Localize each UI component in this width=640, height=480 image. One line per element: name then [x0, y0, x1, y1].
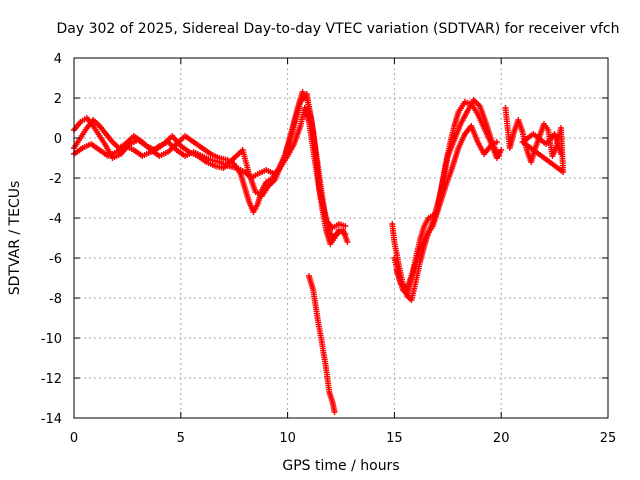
series-track-d: [305, 273, 338, 415]
x-tick-label: 20: [493, 431, 510, 446]
x-tick-label: 5: [177, 431, 185, 446]
series-track-c: [71, 91, 349, 231]
data-point: [496, 153, 503, 159]
x-tick-label: 15: [386, 431, 403, 446]
y-axis-label: SDTVAR / TECUs: [7, 181, 23, 296]
chart-title: Day 302 of 2025, Sidereal Day-to-day VTE…: [56, 21, 619, 37]
x-tick-label: 0: [70, 431, 78, 446]
y-tick-label: -4: [49, 212, 62, 227]
data-points-layer: [71, 89, 567, 415]
y-tick-label: -12: [41, 372, 62, 387]
data-point: [498, 147, 505, 153]
series-track-g: [393, 123, 500, 291]
x-axis-label: GPS time / hours: [282, 458, 399, 474]
series-track-b: [71, 105, 349, 247]
y-tick-label: -14: [41, 412, 62, 427]
y-tick-label: -8: [49, 292, 62, 307]
grid-layer: [74, 58, 608, 418]
y-tick-label: 0: [54, 132, 62, 147]
data-point: [342, 231, 349, 237]
y-tick-label: -10: [41, 332, 62, 347]
data-point: [558, 151, 565, 157]
axis-layer: 0 5 10 15 20 25 -14 -12 -10 -8 -6 -4 -2 0 2 4: [41, 52, 617, 446]
x-tick-label: 10: [279, 431, 296, 446]
data-point: [344, 239, 351, 245]
plot-frame: [73, 57, 609, 419]
data-point: [331, 409, 338, 415]
series-track-h: [502, 105, 567, 175]
x-tick-label: 25: [600, 431, 617, 446]
y-tick-label: -6: [49, 252, 62, 267]
y-tick-label: -2: [49, 172, 62, 187]
data-point: [493, 139, 500, 145]
y-tick-label: 2: [54, 92, 62, 107]
y-tick-label: 4: [54, 52, 62, 67]
data-point: [342, 223, 349, 229]
